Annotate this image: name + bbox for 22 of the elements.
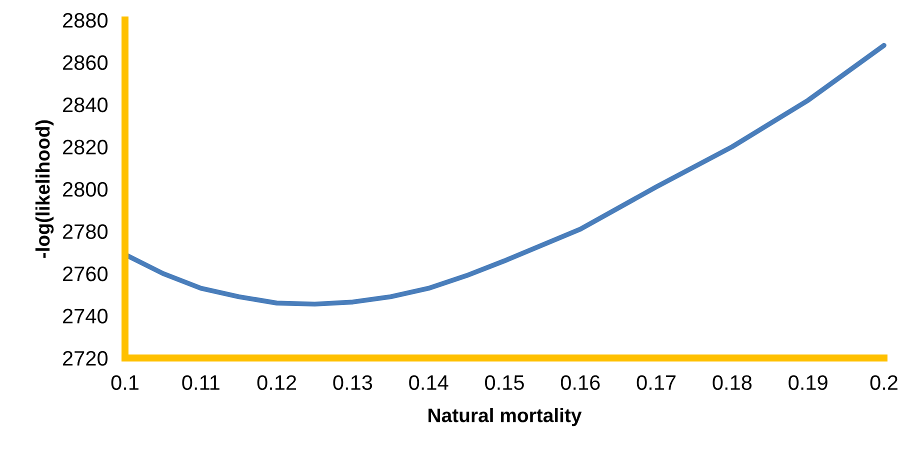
- x-tick-label: 0.17: [636, 375, 676, 390]
- x-axis-title: Natural mortality: [428, 408, 582, 426]
- x-tick-label: 0.12: [257, 375, 296, 390]
- y-axis-title: -log(likelihood): [35, 120, 54, 258]
- y-tick-label: 2860: [63, 55, 108, 70]
- y-tick-label: 2720: [63, 351, 108, 366]
- y-tick-label: 2880: [63, 13, 108, 28]
- y-tick-label: 2820: [63, 140, 108, 155]
- y-tick-label: 2800: [63, 182, 108, 197]
- y-tick-label: 2780: [63, 224, 108, 240]
- x-tick-label: 0.19: [788, 375, 828, 390]
- x-tick-label: 0.1: [111, 375, 138, 390]
- x-tick-label: 0.16: [560, 375, 600, 390]
- y-tick-label: 2840: [63, 98, 108, 112]
- x-tick-label: 0.14: [409, 375, 448, 390]
- x-tick-label: 0.18: [712, 375, 752, 390]
- x-tick-label: 0.13: [333, 375, 372, 390]
- x-tick-label: 0.15: [485, 375, 524, 390]
- x-tick-label: 0.2: [870, 375, 898, 390]
- y-tick-label: 2760: [63, 266, 108, 282]
- y-tick-label: 2740: [63, 308, 108, 324]
- x-tick-label: 0.11: [182, 375, 220, 390]
